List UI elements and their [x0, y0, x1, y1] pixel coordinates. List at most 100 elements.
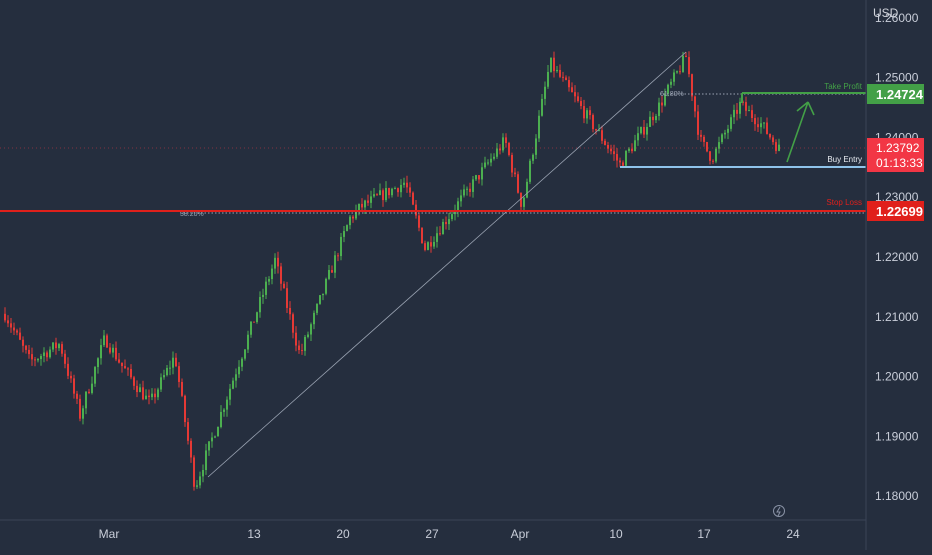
candle-body: [409, 187, 411, 193]
candle-body: [130, 368, 132, 378]
candle-body: [547, 71, 549, 87]
fibonacci-trendline[interactable]: [207, 51, 687, 478]
candle-body: [250, 321, 252, 335]
candle-body: [493, 156, 495, 159]
candle-body: [94, 367, 96, 384]
candle-body: [376, 194, 378, 196]
candle-body: [4, 313, 6, 321]
candle-body: [7, 320, 9, 324]
target-arrow[interactable]: [786, 101, 815, 163]
current-price: 1.23792: [876, 141, 920, 155]
candle-body: [475, 175, 477, 180]
candle-body: [685, 55, 687, 58]
lightning-icon[interactable]: [773, 505, 785, 517]
candle-body: [34, 359, 36, 361]
candle-body: [64, 353, 66, 364]
candle-body: [712, 160, 714, 162]
candle-body: [604, 140, 606, 145]
candle-body: [436, 233, 438, 242]
candles-layer: [4, 51, 780, 491]
candle-body: [757, 124, 759, 128]
candle-body: [337, 255, 339, 257]
candle-body: [511, 154, 513, 173]
candle-body: [268, 279, 270, 282]
candle-body: [670, 81, 672, 85]
candle-body: [13, 327, 15, 331]
candle-body: [484, 162, 486, 168]
candle-body: [160, 377, 162, 390]
candle-body: [451, 214, 453, 220]
candle-body: [502, 137, 504, 151]
candle-body: [664, 93, 666, 106]
candle-body: [418, 215, 420, 228]
candle-body: [601, 130, 603, 141]
take-profit-price: 1.24724: [876, 87, 924, 102]
time-tick-label: 17: [697, 527, 711, 541]
candle-body: [136, 385, 138, 393]
candle-body: [97, 358, 99, 368]
candle-body: [217, 426, 219, 437]
candle-body: [181, 381, 183, 396]
candle-body: [577, 96, 579, 102]
candle-body: [112, 347, 114, 353]
price-tick-label: 1.18000: [875, 489, 919, 503]
candle-body: [133, 377, 135, 386]
candle-body: [28, 349, 30, 355]
candle-body: [571, 87, 573, 93]
buy-entry-label: Buy Entry: [827, 155, 862, 164]
candle-body: [145, 395, 147, 400]
candle-body: [508, 143, 510, 155]
candle-body: [640, 127, 642, 134]
candle-body: [565, 77, 567, 81]
candle-body: [298, 345, 300, 351]
candle-body: [328, 270, 330, 279]
candle-body: [754, 118, 756, 125]
candle-body: [115, 347, 117, 360]
candle-body: [517, 174, 519, 193]
candle-body: [562, 76, 564, 78]
candle-body: [127, 368, 129, 370]
price-tick-label: 1.22000: [875, 250, 919, 264]
candle-body: [16, 330, 18, 333]
candle-body: [532, 154, 534, 161]
candle-body: [37, 359, 39, 361]
candle-body: [523, 197, 525, 207]
candle-body: [610, 148, 612, 152]
candle-body: [400, 184, 402, 193]
price-axis[interactable]: 1.260001.250001.240001.230001.220001.210…: [875, 11, 919, 503]
candle-body: [55, 342, 57, 349]
bar-countdown: 01:13:33: [876, 156, 923, 170]
candle-body: [190, 440, 192, 458]
candle-body: [259, 297, 261, 313]
candle-body: [199, 476, 201, 486]
candle-body: [184, 395, 186, 423]
candle-body: [457, 201, 459, 211]
candle-body: [625, 150, 627, 166]
candle-body: [325, 278, 327, 294]
candle-body: [61, 344, 63, 354]
candle-body: [658, 102, 660, 116]
candle-body: [535, 138, 537, 155]
candle-body: [187, 422, 189, 441]
time-tick-label: 24: [786, 527, 800, 541]
candle-body: [694, 96, 696, 112]
candle-body: [70, 375, 72, 379]
candle-body: [736, 109, 738, 114]
candle-body: [427, 242, 429, 250]
time-axis[interactable]: Mar 13 20 27 Apr 10 17 24: [99, 527, 800, 541]
candle-body: [769, 133, 771, 138]
candle-body: [229, 388, 231, 400]
candle-body: [361, 203, 363, 208]
candle-body: [106, 335, 108, 348]
candle-body: [583, 106, 585, 119]
current-price-tag: 1.23792 01:13:33: [867, 138, 924, 172]
candle-body: [355, 210, 357, 219]
candle-body: [505, 137, 507, 144]
candle-body: [205, 450, 207, 470]
stop-loss-price-tag: 1.22699: [867, 201, 924, 221]
candle-body: [208, 441, 210, 451]
candle-body: [235, 374, 237, 381]
